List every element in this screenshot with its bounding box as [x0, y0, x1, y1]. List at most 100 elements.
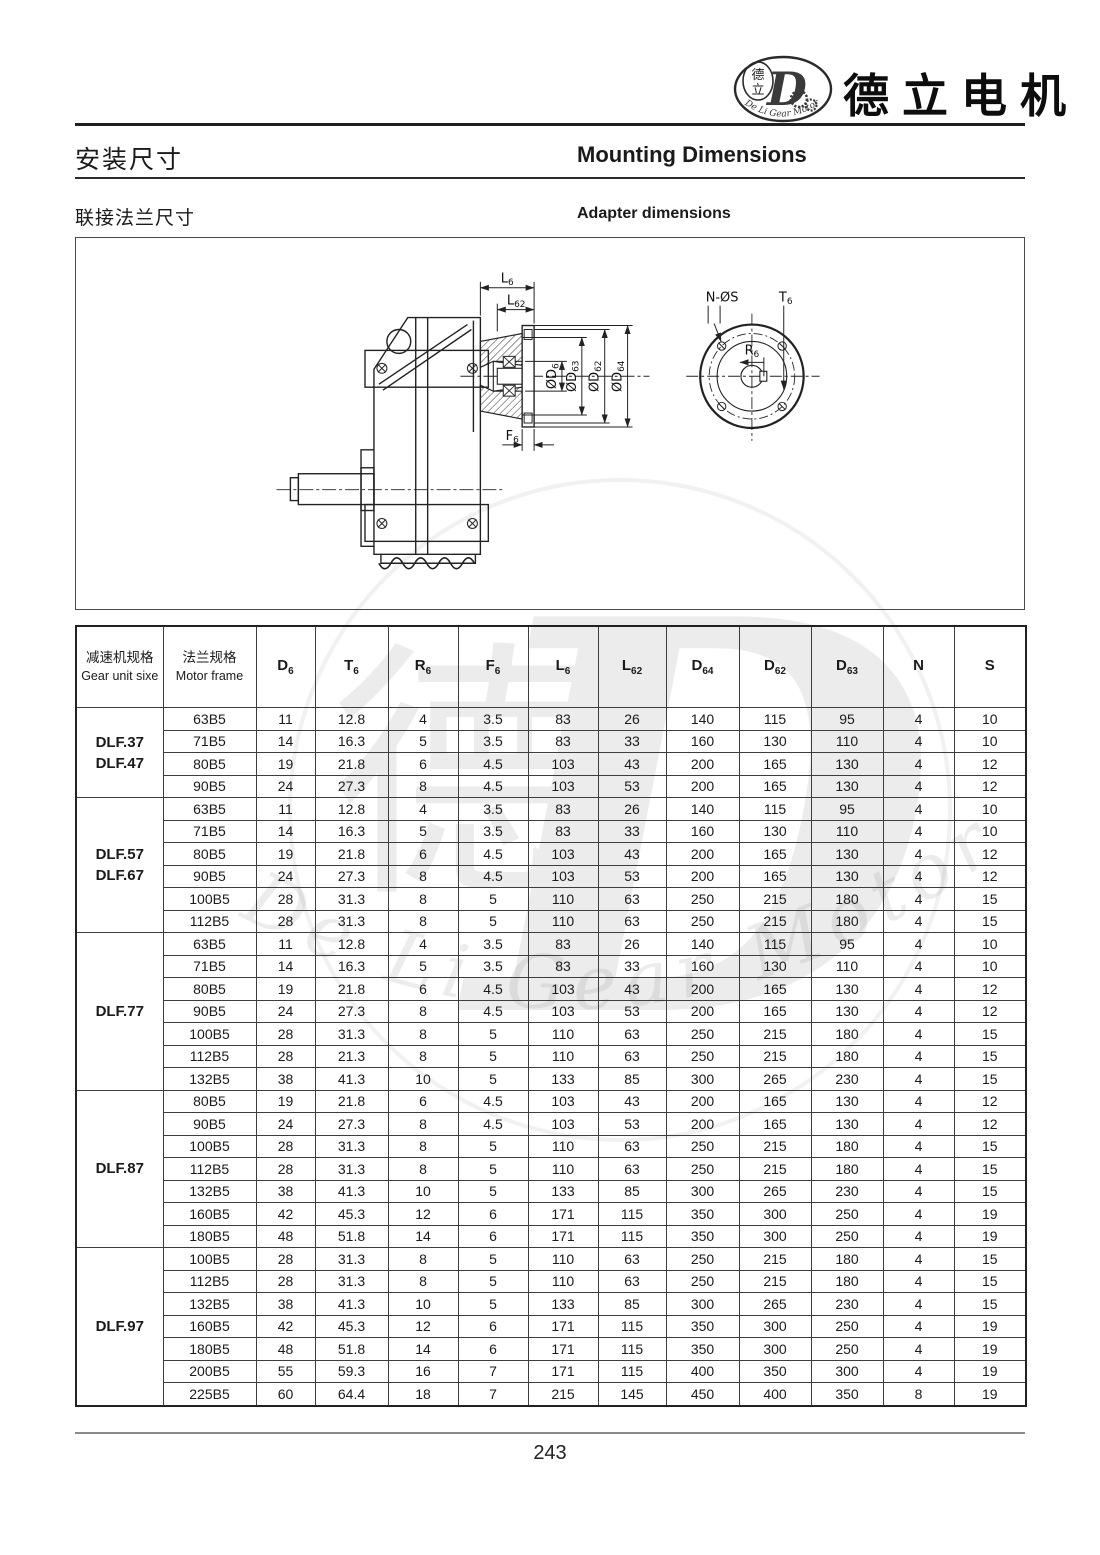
dimension-label-d62: ØD62: [588, 361, 604, 393]
flange-leaders: [707, 305, 787, 390]
col-header-gear-unit: 减速机规格 Gear unit sixe: [75, 625, 164, 708]
dimension-value-cell: 4: [882, 1044, 955, 1068]
section-title-en: Adapter dimensions: [577, 205, 731, 222]
page-title-cn: 安装尺寸: [75, 146, 184, 174]
dimension-value-cell: 27.3: [314, 999, 389, 1023]
dimension-value-cell: 14: [387, 1337, 459, 1361]
dimension-value-cell: 63: [597, 887, 667, 911]
dimension-value-cell: 15: [953, 1134, 1027, 1158]
dimension-value-cell: 140: [665, 932, 740, 956]
col-header-dim: D64: [665, 625, 740, 708]
dimension-value-cell: 110: [810, 819, 884, 843]
dimension-value-cell: 4: [882, 1067, 955, 1091]
dimension-value-cell: 5: [457, 1179, 529, 1203]
dimension-value-cell: 43: [597, 977, 667, 1001]
dimension-value-cell: 3.5: [457, 932, 529, 956]
title-divider: [75, 177, 1025, 179]
table-row: 80B5 19 21.8 6 4.5 103 43 200 165 130 4 12: [76, 977, 1027, 1001]
dimension-value-cell: 103: [527, 842, 599, 866]
dimension-value-cell: 103: [527, 977, 599, 1001]
dimension-value-cell: 10: [953, 797, 1027, 821]
dimension-value-cell: 31.3: [314, 909, 389, 933]
dimension-value-cell: 28: [255, 1044, 316, 1068]
dimension-value-cell: 83: [527, 932, 599, 956]
dimension-value-cell: 300: [738, 1337, 812, 1361]
dimension-value-cell: 110: [527, 1134, 599, 1158]
dimension-value-cell: 53: [597, 1112, 667, 1136]
dimension-value-cell: 5: [457, 887, 529, 911]
dimension-value-cell: 250: [810, 1337, 884, 1361]
dimension-value-cell: 83: [527, 707, 599, 731]
dimension-value-cell: 3.5: [457, 819, 529, 843]
dimension-value-cell: 103: [527, 1112, 599, 1136]
dimension-value-cell: 59.3: [314, 1359, 389, 1383]
dimension-value-cell: 12.8: [314, 707, 389, 731]
dimension-value-cell: 265: [738, 1067, 812, 1091]
dimension-value-cell: 250: [810, 1314, 884, 1338]
dimension-value-cell: 95: [810, 797, 884, 821]
dimension-value-cell: 8: [387, 1044, 459, 1068]
dimension-value-cell: 180: [810, 1022, 884, 1046]
dimension-value-cell: 4.5: [457, 1089, 529, 1113]
dimension-value-cell: 38: [255, 1179, 316, 1203]
dimension-value-cell: 15: [953, 887, 1027, 911]
dimension-value-cell: 200: [665, 752, 740, 776]
col-header-dim: D62: [738, 625, 812, 708]
dimension-value-cell: 4: [882, 707, 955, 731]
dimension-value-cell: 19: [953, 1202, 1027, 1226]
dimension-value-cell: 19: [953, 1359, 1027, 1383]
dimension-value-cell: 165: [738, 774, 812, 798]
dimension-value-cell: 4: [882, 774, 955, 798]
dimension-value-cell: 33: [597, 954, 667, 978]
motor-frame-cell: 90B5: [162, 774, 257, 798]
dimension-value-cell: 5: [387, 819, 459, 843]
dimension-value-cell: 26: [597, 797, 667, 821]
dimension-value-cell: 165: [738, 752, 812, 776]
dimension-value-cell: 4: [882, 1337, 955, 1361]
motor-frame-cell: 63B5: [162, 932, 257, 956]
table-header-row: 减速机规格 Gear unit sixe 法兰规格 Motor frame D6…: [75, 625, 1027, 708]
dimension-value-cell: 8: [387, 909, 459, 933]
dimension-value-cell: 103: [527, 774, 599, 798]
dimension-value-cell: 14: [255, 819, 316, 843]
motor-frame-cell: 63B5: [162, 797, 257, 821]
dimension-value-cell: 171: [527, 1202, 599, 1226]
dimension-value-cell: 85: [597, 1292, 667, 1316]
centerlines: [276, 375, 650, 491]
dimension-value-cell: 4: [882, 1247, 955, 1271]
dimension-value-cell: 19: [255, 1089, 316, 1113]
dimension-value-cell: 83: [527, 729, 599, 753]
dimension-value-cell: 12: [953, 999, 1027, 1023]
dimension-value-cell: 110: [810, 954, 884, 978]
dimension-value-cell: 10: [387, 1067, 459, 1091]
dimension-value-cell: 4: [882, 1022, 955, 1046]
dimension-value-cell: 200: [665, 1089, 740, 1113]
col-header-dim: F6: [457, 625, 529, 708]
dimension-value-cell: 4: [882, 819, 955, 843]
dimension-value-cell: 230: [810, 1067, 884, 1091]
motor-frame-cell: 71B5: [162, 729, 257, 753]
dimension-value-cell: 200: [665, 842, 740, 866]
dimension-value-cell: 51.8: [314, 1337, 389, 1361]
adapter-section: [479, 324, 535, 428]
dimension-value-cell: 4: [387, 932, 459, 956]
dimension-value-cell: 15: [953, 1044, 1027, 1068]
dimension-value-cell: 130: [810, 842, 884, 866]
dimension-value-cell: 4: [882, 1112, 955, 1136]
dimension-value-cell: 215: [738, 1022, 812, 1046]
adapter-dimensions-table: 减速机规格 Gear unit sixe 法兰规格 Motor frame D6…: [75, 625, 1027, 1407]
dimension-value-cell: 21.8: [314, 842, 389, 866]
label-n-os: N-ØS: [706, 291, 739, 306]
dimension-value-cell: 200: [665, 774, 740, 798]
dimension-lines: [479, 281, 633, 451]
dimension-value-cell: 165: [738, 842, 812, 866]
dimension-value-cell: 145: [597, 1382, 667, 1406]
table-row: 100B5 28 31.3 8 5 110 63 250 215 180 4 15: [76, 887, 1027, 911]
company-logo-icon: 德 立 D De Li Gear Motor: [733, 55, 833, 123]
dimension-value-cell: 10: [387, 1292, 459, 1316]
dimension-value-cell: 12: [953, 977, 1027, 1001]
dimension-value-cell: 31.3: [314, 1022, 389, 1046]
dimension-value-cell: 4.5: [457, 864, 529, 888]
dimension-value-cell: 3.5: [457, 729, 529, 753]
motor-frame-cell: 112B5: [162, 909, 257, 933]
